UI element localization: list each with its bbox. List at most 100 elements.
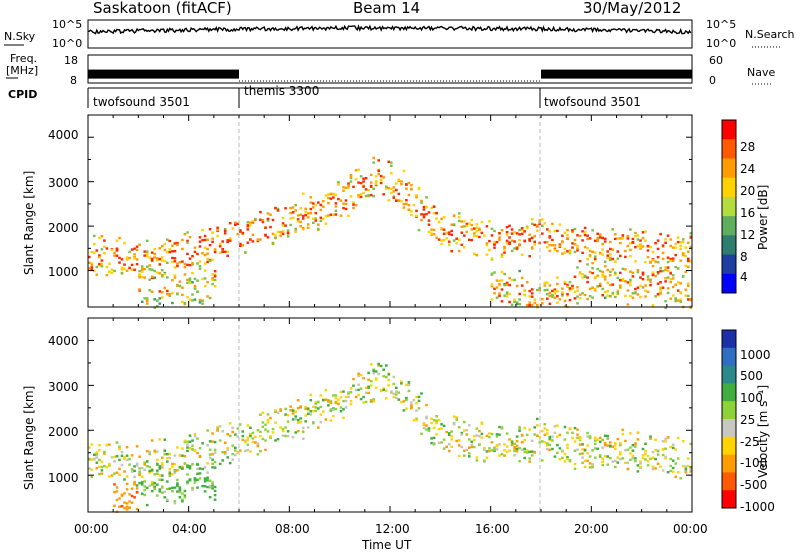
velocity-cell-815 bbox=[636, 470, 640, 473]
velocity-cell-970 bbox=[191, 488, 194, 491]
power-cell-414 bbox=[372, 161, 375, 164]
power-cell-682 bbox=[553, 229, 557, 233]
velocity-cell-982 bbox=[198, 472, 202, 475]
power-cell-915 bbox=[508, 300, 511, 304]
power-cell-106 bbox=[156, 271, 159, 274]
power-cell-1036 bbox=[593, 287, 597, 291]
velocity-cell-424 bbox=[377, 372, 380, 376]
power-cell-1127 bbox=[654, 274, 657, 278]
power-cell-1043 bbox=[598, 282, 602, 286]
velocity-cell-38 bbox=[110, 456, 114, 459]
power-cell-649 bbox=[530, 246, 534, 249]
power-cell-1268 bbox=[203, 284, 207, 288]
power-cell-1147 bbox=[666, 287, 670, 290]
power-cell-479 bbox=[415, 196, 418, 199]
velocity-cell-617 bbox=[513, 447, 516, 450]
velocity-cell-281 bbox=[281, 427, 285, 431]
velocity-cell-800 bbox=[626, 467, 630, 471]
power-cell-963 bbox=[546, 288, 549, 292]
velocity-cell-273 bbox=[274, 439, 277, 442]
velocity-cell-514 bbox=[437, 441, 441, 444]
velocity-cell-822 bbox=[639, 462, 642, 465]
power-cell-772 bbox=[614, 260, 617, 263]
power-cell-1207 bbox=[156, 305, 159, 308]
velocity-cell-1025 bbox=[125, 482, 129, 486]
velocity-cell-253 bbox=[261, 425, 265, 428]
power-cell-360 bbox=[337, 183, 340, 186]
power-cell-560 bbox=[470, 228, 474, 231]
velocity-cell-901 bbox=[145, 486, 149, 490]
power-cell-435 bbox=[390, 187, 393, 191]
power-cell-254 bbox=[269, 213, 272, 216]
power-cell-593 bbox=[493, 246, 496, 249]
power-cell-768 bbox=[611, 228, 615, 231]
power-cell-398 bbox=[362, 191, 365, 195]
velocity-cell-511 bbox=[435, 433, 438, 436]
power-cell-220 bbox=[244, 251, 247, 254]
power-cell-854 bbox=[671, 259, 675, 262]
power-cell-494 bbox=[425, 212, 428, 216]
power-cell-1272 bbox=[206, 281, 209, 284]
power-cell-33 bbox=[108, 270, 111, 273]
power-cell-328 bbox=[317, 227, 320, 231]
velocity-cell-101 bbox=[156, 463, 159, 466]
velocity-cell-528 bbox=[450, 430, 453, 433]
velocity-cell-461 bbox=[402, 400, 406, 403]
power-cell-748 bbox=[598, 236, 602, 239]
power-cell-909 bbox=[503, 284, 506, 287]
velocity-cell-645 bbox=[530, 454, 534, 457]
power-cell-303 bbox=[301, 192, 305, 195]
power-cell-597 bbox=[498, 238, 501, 241]
power-cell-126 bbox=[171, 244, 174, 247]
velocity-cell-896 bbox=[140, 483, 144, 486]
power-cell-978 bbox=[556, 295, 559, 298]
power-cell-258 bbox=[271, 218, 275, 222]
power-cell-120 bbox=[168, 250, 172, 254]
power-cell-35 bbox=[110, 268, 114, 271]
velocity-cell-853 bbox=[661, 448, 665, 451]
power-cell-1218 bbox=[163, 286, 167, 290]
velocity-cell-694 bbox=[563, 452, 567, 456]
velocity-cell-306 bbox=[296, 406, 300, 410]
power-cell-848 bbox=[669, 238, 672, 241]
power-cell-1161 bbox=[676, 289, 680, 292]
power-cell-228 bbox=[249, 238, 252, 241]
power-cell-1051 bbox=[603, 290, 607, 294]
velocity-cell-383 bbox=[349, 391, 353, 394]
power-cell-914 bbox=[505, 291, 509, 294]
velocity-cell-89 bbox=[148, 452, 151, 456]
velocity-cell-806 bbox=[631, 449, 635, 452]
velocity-cell-686 bbox=[558, 433, 562, 437]
power-cell-734 bbox=[591, 250, 594, 253]
velocity-cell-575 bbox=[483, 448, 486, 451]
power-cell-1254 bbox=[193, 284, 197, 288]
velocity-cell-47 bbox=[118, 473, 121, 476]
power-cell-564 bbox=[473, 252, 476, 255]
power-cell-1154 bbox=[671, 274, 675, 277]
velocity-cbar-cell-7 bbox=[722, 454, 736, 473]
velocity-cell-190 bbox=[218, 439, 222, 442]
power-cell-1002 bbox=[573, 275, 577, 278]
velocity-cell-1042 bbox=[135, 490, 139, 494]
velocity-cell-908 bbox=[150, 489, 154, 493]
velocity-cell-393 bbox=[357, 374, 360, 377]
velocity-cell-448 bbox=[392, 375, 396, 379]
power-cell-639 bbox=[523, 240, 526, 243]
power-cell-796 bbox=[631, 241, 635, 244]
velocity-cell-303 bbox=[296, 399, 300, 402]
velocity-cell-875 bbox=[676, 457, 680, 460]
velocity-cell-320 bbox=[306, 409, 310, 412]
velocity-cell-447 bbox=[392, 392, 396, 395]
velocity-cell-1004 bbox=[213, 466, 217, 469]
velocity-cell-274 bbox=[274, 409, 277, 412]
power-cell-84 bbox=[140, 275, 144, 279]
power-cell-445 bbox=[395, 188, 398, 192]
velocity-cell-1041 bbox=[135, 507, 139, 511]
velocity-cell-119 bbox=[168, 452, 172, 456]
velocity-cell-249 bbox=[259, 430, 262, 433]
velocity-cell-1012 bbox=[115, 498, 119, 502]
velocity-cell-661 bbox=[541, 440, 544, 443]
velocity-cell-87 bbox=[148, 471, 151, 474]
power-cbar-cell-6 bbox=[722, 235, 736, 256]
velocity-cell-80 bbox=[140, 475, 144, 479]
